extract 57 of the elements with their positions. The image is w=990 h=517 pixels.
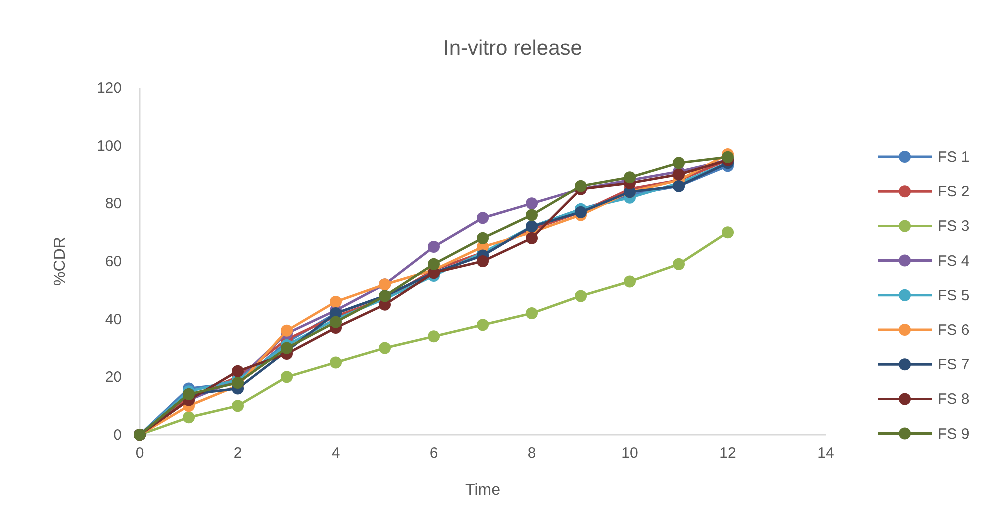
x-tick-label: 6: [430, 445, 438, 462]
point: [722, 226, 734, 239]
point: [281, 342, 293, 354]
point: [232, 365, 244, 378]
legend-label: FS 1: [938, 149, 970, 166]
point: [477, 212, 489, 224]
x-tick-label: 8: [528, 445, 536, 462]
point: [477, 319, 489, 332]
point: [428, 330, 440, 343]
y-axis-title: %CDR: [52, 237, 69, 286]
point: [526, 209, 538, 222]
point: [232, 400, 244, 412]
point: [526, 232, 538, 244]
x-tick-label: 14: [818, 445, 834, 462]
point: [526, 308, 538, 320]
y-tick-label: 40: [105, 311, 122, 328]
x-tick-label: 12: [720, 445, 736, 462]
point: [477, 232, 489, 244]
x-tick-label: 4: [332, 445, 340, 462]
point: [330, 356, 342, 369]
x-tick-label: 2: [234, 445, 242, 462]
point: [281, 324, 293, 337]
legend-label: FS 2: [938, 184, 970, 201]
y-tick-label: 0: [114, 427, 122, 444]
point: [183, 412, 195, 424]
point: [624, 172, 636, 184]
point: [428, 258, 440, 270]
point: [673, 157, 685, 170]
legend-label: FS 5: [938, 287, 970, 304]
point: [379, 342, 391, 354]
y-tick-label: 80: [105, 196, 122, 213]
chart-title: In-vitro release: [444, 37, 582, 60]
legend-label: FS 7: [938, 356, 970, 374]
point: [673, 168, 685, 181]
point: [281, 371, 293, 384]
legend-label: FS 8: [938, 391, 970, 408]
point: [575, 180, 587, 192]
legend-label: FS 6: [938, 322, 970, 339]
point: [575, 290, 587, 302]
point: [722, 151, 734, 164]
legend-label: FS 3: [938, 218, 970, 236]
legend-label: FS 4: [938, 252, 970, 270]
y-tick-label: 60: [105, 254, 122, 270]
y-tick-label: 100: [96, 138, 122, 155]
x-axis-title: Time: [466, 482, 501, 499]
y-tick-label: 120: [96, 80, 122, 97]
x-tick-label: 10: [622, 445, 638, 462]
point: [624, 276, 636, 288]
point: [477, 256, 489, 268]
point: [526, 198, 538, 210]
point: [428, 241, 440, 254]
y-tick-label: 20: [105, 369, 122, 386]
point: [330, 296, 342, 308]
legend-label: FS 9: [938, 426, 970, 443]
x-tick-label: 0: [136, 445, 144, 462]
point: [330, 316, 342, 328]
point: [673, 258, 685, 270]
